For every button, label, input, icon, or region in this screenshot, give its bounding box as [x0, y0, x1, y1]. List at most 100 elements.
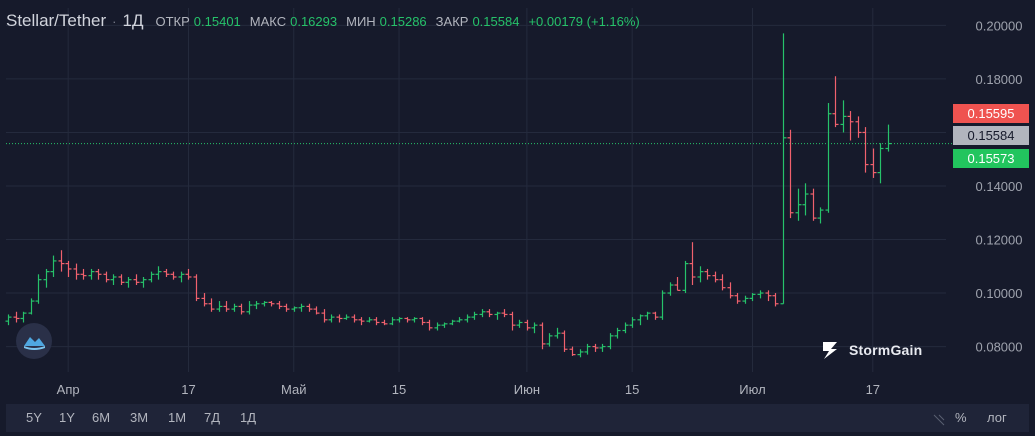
- legend-separator: ·: [112, 14, 117, 29]
- ohlc-bar: [524, 319, 531, 331]
- range-7d-button[interactable]: 7Д: [204, 410, 221, 425]
- x-axis: Апр 17 Май 15 Июн 15 Июл 17: [57, 382, 880, 397]
- ohlc-bar: [65, 260, 72, 277]
- y-tick-label: 0.08000: [976, 340, 1023, 355]
- ohlc-bar: [765, 290, 772, 302]
- ohlc-bar: [727, 282, 734, 299]
- range-5y-button[interactable]: 5Y: [26, 410, 42, 425]
- ohlc-bar: [531, 322, 538, 334]
- ohlc-bar: [118, 274, 125, 286]
- ohlc-bar: [321, 309, 328, 323]
- ohlc-bar: [802, 183, 809, 216]
- ohlc-bar: [501, 309, 508, 318]
- ohlc-bar: [268, 301, 275, 307]
- ohlc-bar: [336, 314, 343, 323]
- ohlc-bar: [607, 333, 614, 350]
- last-tag-bg: [953, 126, 1029, 145]
- ohlc-bar: [509, 311, 516, 331]
- ohlc-bar: [456, 317, 463, 323]
- ohlc-bar: [283, 303, 290, 312]
- ohlc-bar: [373, 317, 380, 326]
- ohlc-bar: [389, 317, 396, 326]
- ohlc-bar: [50, 255, 57, 277]
- ohlc-bar: [253, 301, 260, 310]
- last-tag: 0.15584: [968, 128, 1015, 143]
- ohlc-bar: [125, 276, 132, 288]
- x-tick-label: 15: [392, 382, 406, 397]
- ohlc-bar: [599, 343, 606, 352]
- range-1d-button[interactable]: 1Д: [240, 410, 257, 425]
- ohlc-bar: [223, 301, 230, 312]
- range-1m-button[interactable]: 1M: [168, 410, 187, 425]
- ohlc-bar: [110, 274, 117, 286]
- ohlc-bar: [411, 317, 418, 323]
- ohlc-bar: [426, 319, 433, 331]
- x-tick-label: Июн: [514, 382, 540, 397]
- ohlc-bar: [870, 148, 877, 178]
- ohlc-bar: [689, 242, 696, 286]
- ohlc-bar: [133, 274, 140, 286]
- range-1y-button[interactable]: 1Y: [59, 410, 75, 425]
- ohlc-bar: [155, 266, 162, 280]
- x-tick-label: Июл: [739, 382, 765, 397]
- ohlc-bar: [847, 111, 854, 141]
- ohlc-bar: [862, 127, 869, 173]
- ohlc-bar: [546, 333, 553, 347]
- high-label: МАКС: [249, 14, 287, 29]
- bottom-toolbar: 5Y 1Y 6M 3M 1M 7Д 1Д % лог: [6, 404, 1029, 432]
- ohlc-bar: [351, 314, 358, 323]
- ohlc-bar: [140, 276, 147, 288]
- ohlc-bar: [787, 129, 794, 219]
- y-tick-label: 0.14000: [976, 179, 1023, 194]
- ohlc-bar: [208, 298, 215, 312]
- ohlc-bar: [291, 306, 298, 312]
- ohlc-bar: [185, 268, 192, 280]
- ohlc-bar: [95, 268, 102, 280]
- ohlc-bar: [810, 188, 817, 221]
- ohlc-bar: [659, 290, 666, 320]
- ohlc-bar: [5, 314, 12, 326]
- close-label: ЗАКР: [435, 14, 469, 29]
- legend-timeframe: 1Д: [122, 11, 144, 30]
- x-tick-label: Апр: [57, 382, 80, 397]
- ohlc-bar: [88, 268, 95, 280]
- ohlc-bar: [471, 311, 478, 320]
- ohlc-bar: [479, 309, 486, 318]
- ohlc-bar: [13, 311, 20, 323]
- range-6m-button[interactable]: 6M: [92, 410, 111, 425]
- x-tick-label: 15: [625, 382, 639, 397]
- ohlc-bar: [780, 33, 787, 305]
- ohlc-bar: [614, 327, 621, 339]
- resize-handle-icon[interactable]: [931, 412, 947, 428]
- log-toggle[interactable]: лог: [987, 410, 1007, 425]
- ohlc-bar: [73, 263, 80, 280]
- ohlc-bar: [539, 322, 546, 350]
- percent-toggle[interactable]: %: [955, 410, 967, 425]
- stormgain-brand: StormGain: [819, 339, 922, 361]
- ohlc-bar: [885, 124, 892, 152]
- ohlc-bar: [667, 282, 674, 296]
- ohlc-bar: [464, 314, 471, 323]
- ohlc-bar: [742, 295, 749, 304]
- ohlc-bar: [840, 100, 847, 133]
- open-label: ОТКР: [155, 14, 190, 29]
- ohlc-bar: [449, 319, 456, 326]
- ohlc-bar: [80, 268, 87, 280]
- ohlc-bar: [704, 268, 711, 280]
- ohlc-bar: [434, 322, 441, 331]
- symbol-name: Stellar/Tether: [6, 11, 107, 30]
- ohlc-bar: [832, 76, 839, 128]
- grid-lines: [6, 8, 946, 372]
- ohlc-bar: [682, 260, 689, 294]
- y-tick-label: 0.10000: [976, 286, 1023, 301]
- ohlc-bar: [404, 317, 411, 323]
- range-3m-button[interactable]: 3M: [130, 410, 149, 425]
- ohlc-series: [5, 33, 892, 358]
- cloud-icon: [24, 337, 45, 350]
- bid-tag-bg: [953, 149, 1029, 168]
- ohlc-bar: [381, 319, 388, 326]
- x-tick-label: Май: [281, 382, 306, 397]
- ohlc-bar: [855, 116, 862, 138]
- change-value: +0.00179 (+1.16%): [528, 14, 640, 29]
